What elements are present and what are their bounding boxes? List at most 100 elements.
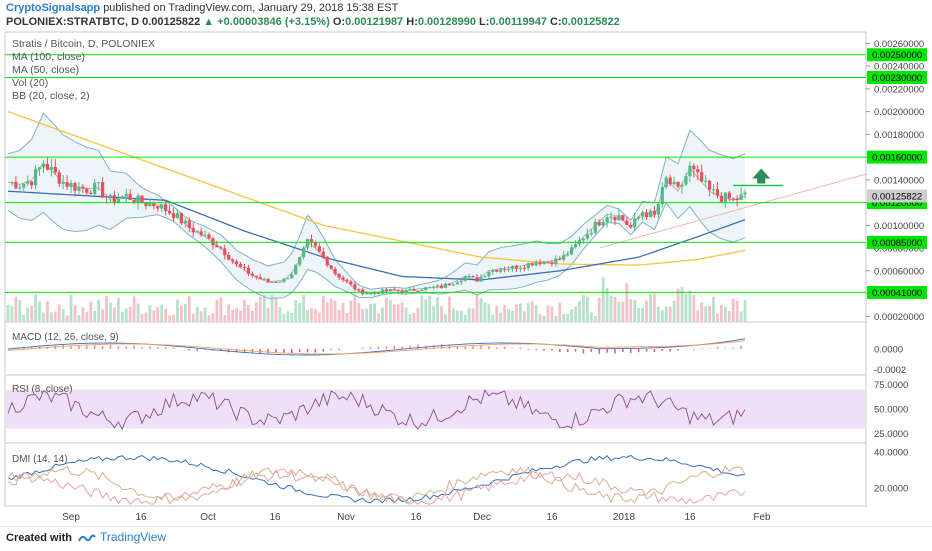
candle-body [53,166,57,173]
candle-body [77,186,81,191]
candle-body [305,239,310,248]
candle-body [61,182,65,184]
candle-body [629,224,633,228]
candle-body [487,272,491,277]
candle-body [108,195,113,197]
candle-body [254,275,258,278]
level-price-label: 0.00160000 [872,153,922,164]
volume-bar [69,294,73,322]
candle-body [353,284,357,290]
candle-body [526,263,530,269]
candle-body [262,278,266,280]
candle-body [542,261,546,265]
volume-bar [195,307,199,322]
candle-body [696,169,700,173]
candle-body [22,183,26,188]
candle-body [372,293,377,295]
candle-body [739,194,743,201]
candle-body [384,289,388,292]
legend-ma50: MA (50, close) [12,64,79,76]
candle-body [179,213,184,224]
volume-bar [680,286,684,322]
volume-bar [294,300,298,322]
candle-body [723,192,727,202]
change-up-icon: ▲ [203,16,215,28]
candle-body [585,234,589,239]
volume-bar [172,314,175,322]
volume-bar [617,302,621,322]
candle-body [345,279,349,282]
volume-bar [546,305,550,322]
volume-bar [81,307,85,322]
candle-body [191,227,195,233]
candle-body [443,283,448,288]
up-arrow-icon [752,168,771,184]
candle-body [495,270,499,272]
created-with-label: Created with [6,532,73,544]
candle-body [459,280,463,283]
volume-bar [6,304,10,322]
tradingview-brand[interactable]: TradingView [78,530,166,544]
volume-bar [136,303,140,322]
candle-body [104,196,109,198]
candle-body [187,220,191,228]
time-tick-label: 16 [135,512,147,523]
candle-body [404,290,408,293]
volume-bar [250,310,254,322]
volume-bar [605,288,609,322]
volume-bar [731,298,735,322]
time-tick-label: 2018 [613,512,636,523]
candle-body [609,216,613,218]
chart-canvas[interactable]: 0.00260000 0.00240000 0.00220000 0.00200000… [0,0,932,526]
published-text: published on TradingView.com, January 29… [103,2,399,14]
candle-body [41,164,46,168]
volume-bar [645,300,648,322]
symbol-line: POLONIEX:STRATBTC, D [6,16,140,28]
volume-bar [432,306,436,322]
time-tick-label: Sep [62,512,80,523]
volume-bar [641,307,644,322]
rsi-tick-label: 25.0000 [874,429,908,440]
volume-bar [317,312,321,322]
volume-bar [109,302,112,322]
candle-body [644,212,649,218]
volume-bar [333,300,337,322]
volume-bar [34,294,37,322]
price-tick-label: 0.00100000 [874,221,924,232]
candle-body [743,192,747,195]
volume-bar [511,310,514,322]
level-price-tag [867,150,927,164]
candle-body [451,284,455,286]
volume-bar [538,313,542,322]
author-link[interactable]: CryptoSignalsapp [6,2,101,14]
volume-bar [530,301,534,322]
last-price-tag [867,189,927,203]
candle-body [573,244,578,248]
ma100-line [7,110,746,266]
candle-body [69,183,73,187]
candle-body [562,254,566,260]
volume-bar [455,310,459,322]
level-price-label: 0.00041000 [872,288,922,299]
price-tick-label: 0.00060000 [874,266,924,277]
volume-bar [258,296,262,322]
volume-bar [459,310,463,322]
candle-body [621,215,625,221]
volume-bar [325,302,329,322]
candle-body [439,285,444,288]
macd-tick-label: 0.0000 [874,345,903,356]
candle-body [266,278,270,283]
candle-body [132,199,136,203]
candle-body [471,276,475,278]
volume-bar [144,312,148,322]
volume-bar [341,303,345,322]
time-tick-label: 16 [269,512,281,523]
open-label: O: [332,16,346,28]
candle-body [436,285,440,287]
candle-body [731,198,735,200]
volume-bar [290,313,294,322]
candle-body [660,187,664,205]
volume-bar [101,309,104,322]
level-price-tag [867,70,927,84]
volume-bar [554,315,558,322]
